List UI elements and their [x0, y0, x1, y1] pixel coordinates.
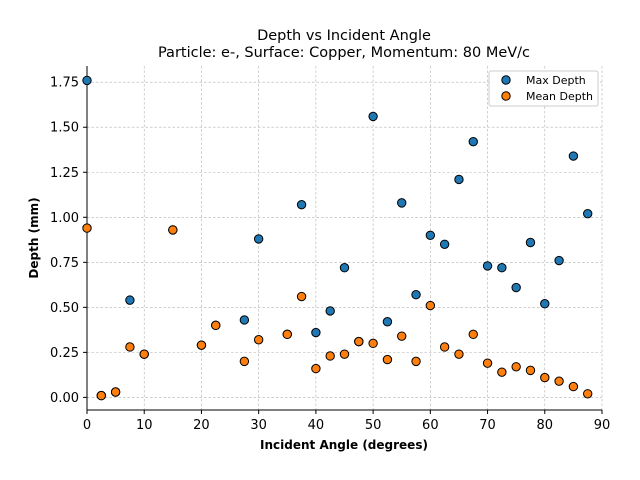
y-tick-label: 1.50 [50, 121, 79, 136]
max-depth-point [525, 237, 536, 248]
max-depth-point [82, 75, 92, 86]
x-tick-label: 80 [537, 418, 554, 433]
max-depth-point [339, 263, 350, 273]
mean-depth-point [125, 342, 135, 352]
data-points [82, 75, 593, 401]
max-depth-legend-label: Max Depth [526, 74, 586, 87]
mean-depth-point [525, 365, 536, 376]
x-tick-label: 50 [365, 418, 382, 433]
y-tick-label: 0.50 [50, 301, 79, 316]
x-tick-label: 90 [594, 418, 611, 433]
legend: Max Depth Mean Depth [488, 70, 599, 107]
mean-depth-point [368, 338, 378, 349]
legend-frame [488, 70, 599, 107]
y-tick-label: 1.75 [50, 76, 79, 91]
y-axis-label: Depth (mm) [27, 197, 41, 278]
max-depth-point [311, 327, 321, 338]
mean-depth-point [482, 358, 493, 368]
max-depth-point [125, 295, 135, 305]
max-depth-point [454, 174, 464, 185]
y-tick-label: 0.00 [50, 391, 79, 406]
max-depth-point [582, 208, 593, 219]
mean-depth-point [139, 349, 149, 359]
mean-depth-point [196, 340, 207, 350]
mean-depth-point [282, 329, 292, 340]
mean-depth-point [211, 320, 221, 331]
mean-depth-point [554, 376, 564, 386]
y-tick-label: 1.25 [50, 166, 79, 181]
y-tick-label: 1.00 [50, 211, 79, 226]
x-tick-label: 30 [250, 418, 267, 433]
mean-depth-point [568, 381, 579, 392]
max-depth-point [554, 255, 564, 266]
mean-depth-point [339, 349, 350, 359]
max-depth-point [497, 263, 507, 273]
chart-title-line1: Depth vs Incident Angle [257, 28, 431, 44]
y-tick-label: 0.75 [50, 256, 79, 271]
mean-depth-point [425, 300, 436, 311]
max-depth-point [239, 315, 250, 325]
max-depth-point [540, 299, 550, 309]
max-depth-point [411, 290, 421, 300]
max-depth-legend-marker [501, 75, 511, 85]
mean-depth-point [239, 356, 250, 367]
max-depth-point [568, 151, 579, 161]
mean-depth-point [454, 349, 464, 359]
x-tick-label: 20 [193, 418, 210, 433]
max-depth-point [468, 136, 478, 147]
mean-depth-point [96, 390, 107, 401]
mean-depth-point [354, 336, 364, 347]
x-tick-label: 10 [136, 418, 153, 433]
max-depth-point [296, 199, 307, 210]
mean-depth-legend-label: Mean Depth [526, 90, 593, 103]
x-ticks: 0 10 20 30 40 50 60 70 80 90 [83, 410, 610, 433]
mean-depth-point [511, 362, 521, 372]
mean-depth-point [397, 331, 407, 341]
max-depth-point [397, 198, 407, 208]
y-tick-label: 0.25 [50, 346, 79, 361]
mean-depth-legend-marker [501, 91, 511, 101]
mean-depth-point [325, 351, 335, 361]
max-depth-point [511, 282, 521, 293]
max-depth-point [325, 306, 335, 316]
mean-depth-point [468, 329, 478, 340]
max-depth-point [253, 234, 264, 244]
mean-depth-point [582, 389, 593, 399]
chart-title-line2: Particle: e-, Surface: Copper, Momentum:… [158, 45, 530, 61]
mean-depth-point [82, 223, 92, 233]
mean-depth-point [110, 387, 121, 397]
mean-depth-point [439, 342, 450, 352]
mean-depth-point [296, 291, 307, 302]
max-depth-point [482, 261, 493, 271]
mean-depth-point [168, 225, 178, 235]
x-axis-label: Incident Angle (degrees) [260, 438, 428, 452]
mean-depth-point [382, 354, 393, 365]
mean-depth-point [540, 372, 550, 383]
mean-depth-point [411, 356, 421, 367]
max-depth-point [425, 230, 436, 240]
x-tick-label: 70 [479, 418, 496, 433]
y-ticks: 0.00 0.25 0.50 0.75 1.00 1.25 1.50 1.75 [50, 76, 87, 406]
max-depth-point [382, 317, 393, 327]
max-depth-point [368, 111, 378, 122]
mean-depth-point [253, 335, 264, 345]
x-tick-label: 60 [422, 418, 439, 433]
mean-depth-point [311, 363, 321, 374]
x-tick-label: 40 [308, 418, 325, 433]
x-tick-label: 0 [83, 418, 91, 433]
max-depth-point [439, 239, 450, 250]
mean-depth-point [497, 367, 507, 377]
